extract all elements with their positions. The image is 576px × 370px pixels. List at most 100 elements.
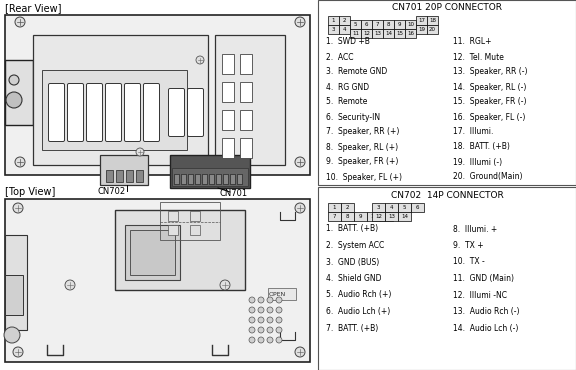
Circle shape — [295, 157, 305, 167]
Bar — [361, 20, 372, 29]
Circle shape — [276, 307, 282, 313]
Text: 16.  Speaker, FL (-): 16. Speaker, FL (-) — [453, 112, 525, 121]
Bar — [394, 20, 405, 29]
Text: 11: 11 — [352, 31, 359, 36]
Bar — [168, 211, 178, 221]
Bar — [318, 0, 576, 185]
Circle shape — [267, 307, 273, 313]
Bar — [240, 138, 252, 158]
Bar — [328, 25, 339, 34]
Bar — [5, 199, 310, 362]
FancyBboxPatch shape — [169, 88, 184, 137]
Circle shape — [13, 203, 23, 213]
Bar — [427, 16, 438, 25]
Text: OPEN: OPEN — [269, 292, 286, 296]
FancyBboxPatch shape — [67, 84, 84, 141]
Text: 1: 1 — [333, 205, 336, 210]
Circle shape — [13, 347, 23, 357]
Text: 9.  Speaker, FR (+): 9. Speaker, FR (+) — [326, 158, 399, 166]
Bar — [240, 110, 252, 130]
Circle shape — [249, 317, 255, 323]
Text: 3: 3 — [332, 27, 335, 32]
Text: 15.  Speaker, FR (-): 15. Speaker, FR (-) — [453, 98, 526, 107]
Text: 7.  Speaker, RR (+): 7. Speaker, RR (+) — [326, 128, 399, 137]
Bar — [328, 212, 341, 221]
Bar — [385, 203, 398, 212]
Bar — [215, 35, 285, 165]
Text: 3: 3 — [377, 205, 380, 210]
Bar — [383, 29, 394, 38]
Text: 9: 9 — [398, 22, 401, 27]
Bar — [398, 203, 411, 212]
Text: 9: 9 — [359, 214, 362, 219]
Text: 3.  Remote GND: 3. Remote GND — [326, 67, 387, 77]
Bar — [416, 16, 427, 25]
Bar — [341, 212, 354, 221]
Text: 6: 6 — [365, 22, 368, 27]
Text: 1.  SWD +B: 1. SWD +B — [326, 37, 370, 47]
Bar — [126, 170, 133, 182]
Circle shape — [295, 203, 305, 213]
Text: 5.  Audio Rch (+): 5. Audio Rch (+) — [326, 290, 391, 299]
Bar — [222, 138, 234, 158]
Bar — [188, 174, 193, 184]
Bar — [125, 225, 180, 280]
Text: 2: 2 — [343, 18, 346, 23]
Text: 16: 16 — [407, 31, 414, 36]
Text: 8: 8 — [346, 214, 349, 219]
Text: CN701 20P CONNECTOR: CN701 20P CONNECTOR — [392, 3, 502, 13]
Bar — [106, 170, 113, 182]
Circle shape — [258, 337, 264, 343]
Circle shape — [249, 297, 255, 303]
Circle shape — [276, 327, 282, 333]
Text: 6: 6 — [416, 205, 419, 210]
Text: 12: 12 — [363, 31, 370, 36]
Bar — [341, 203, 354, 212]
Bar — [385, 212, 398, 221]
Text: 10.  TX -: 10. TX - — [453, 258, 485, 266]
Bar — [237, 174, 242, 184]
Bar — [160, 202, 220, 240]
Bar — [222, 82, 234, 102]
Text: 11.  RGL+: 11. RGL+ — [453, 37, 491, 47]
Circle shape — [258, 327, 264, 333]
Text: 4: 4 — [343, 27, 346, 32]
Text: 11: 11 — [383, 214, 390, 219]
Circle shape — [258, 297, 264, 303]
Text: 5: 5 — [403, 205, 406, 210]
Bar — [372, 29, 383, 38]
Bar — [222, 54, 234, 74]
FancyBboxPatch shape — [124, 84, 141, 141]
Text: 12: 12 — [375, 214, 382, 219]
Text: 14: 14 — [385, 31, 392, 36]
Circle shape — [258, 307, 264, 313]
Text: 19.  Illumi (-): 19. Illumi (-) — [453, 158, 502, 166]
Bar — [398, 212, 411, 221]
Circle shape — [65, 280, 75, 290]
Circle shape — [267, 337, 273, 343]
Text: 8.  Speaker, RL (+): 8. Speaker, RL (+) — [326, 142, 398, 151]
Bar — [190, 211, 200, 221]
Text: 6.  Security-IN: 6. Security-IN — [326, 112, 380, 121]
Bar — [328, 203, 341, 212]
Circle shape — [15, 157, 25, 167]
Text: 14: 14 — [401, 214, 408, 219]
Text: 1: 1 — [332, 18, 335, 23]
Text: 13: 13 — [374, 31, 381, 36]
Text: 20.  Ground(Main): 20. Ground(Main) — [453, 172, 522, 182]
Text: 13: 13 — [388, 214, 395, 219]
Text: 20: 20 — [429, 27, 436, 32]
FancyBboxPatch shape — [105, 84, 122, 141]
Circle shape — [249, 307, 255, 313]
Bar — [383, 20, 394, 29]
Bar — [136, 170, 143, 182]
Bar — [222, 110, 234, 130]
Bar — [354, 212, 367, 221]
Circle shape — [267, 297, 273, 303]
Text: CN702  14P CONNECTOR: CN702 14P CONNECTOR — [391, 191, 503, 199]
Bar — [339, 16, 350, 25]
Text: 13.  Audio Rch (-): 13. Audio Rch (-) — [453, 307, 520, 316]
Text: 10.  Speaker, FL (+): 10. Speaker, FL (+) — [326, 172, 402, 182]
Bar — [372, 20, 383, 29]
Bar — [240, 54, 252, 74]
